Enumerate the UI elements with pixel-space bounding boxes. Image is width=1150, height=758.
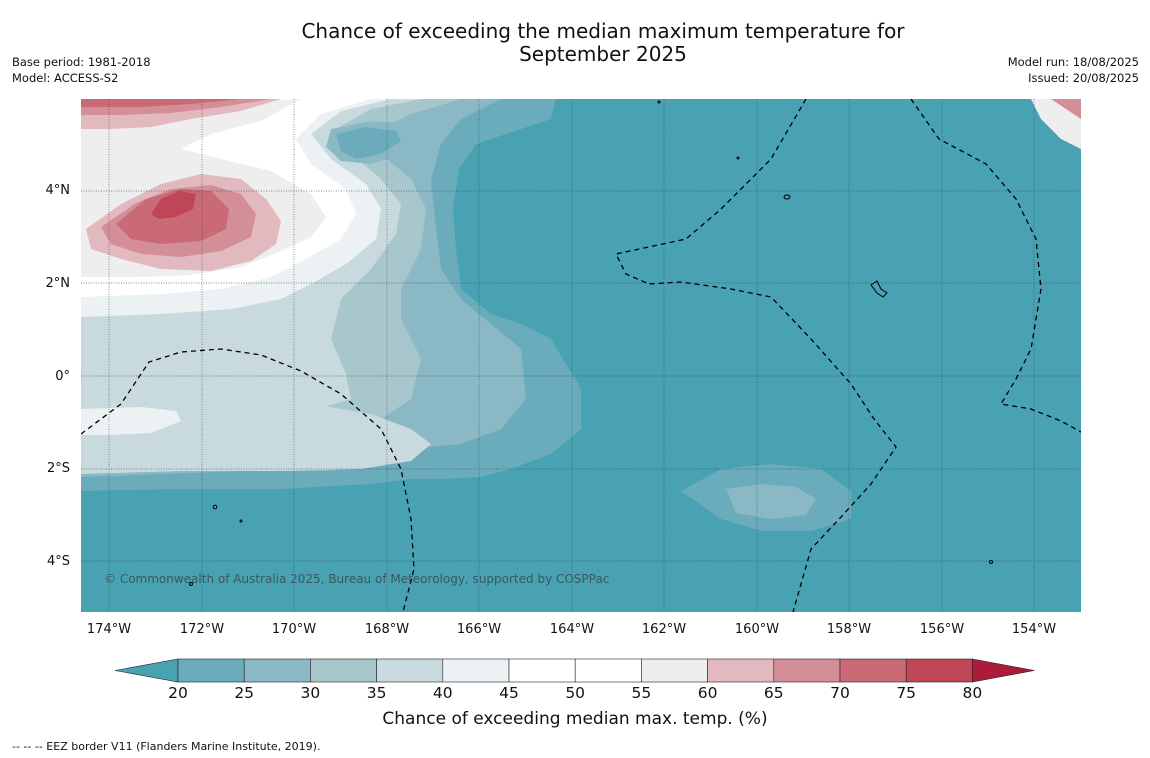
colorbar-tick-75: 75 bbox=[896, 684, 917, 702]
base-period: Base period: 1981-2018 bbox=[12, 55, 151, 69]
lon-label-158w: 158°W bbox=[826, 622, 872, 637]
lon-label-154w: 154°W bbox=[1011, 622, 1057, 637]
colorbar-segment-65_70 bbox=[773, 658, 841, 683]
lon-label-164w: 164°W bbox=[549, 622, 595, 637]
copyright-notice: © Commonwealth of Australia 2025, Bureau… bbox=[104, 572, 610, 586]
colorbar-segment-20_25 bbox=[177, 658, 245, 683]
colorbar-segment-70_75 bbox=[839, 658, 907, 683]
map-svg bbox=[81, 99, 1081, 612]
colorbar-segment-40_45 bbox=[442, 658, 510, 683]
colorbar-label: Chance of exceeding median max. temp. (%… bbox=[382, 709, 768, 729]
colorbar-tick-70: 70 bbox=[830, 684, 850, 702]
lat-label-0: 0° bbox=[55, 369, 70, 384]
lat-label-2n: 2°N bbox=[45, 276, 71, 291]
colorbar bbox=[114, 658, 1035, 683]
lon-label-170w: 170°W bbox=[271, 622, 317, 637]
lat-label-4s: 4°S bbox=[46, 554, 70, 569]
colorbar-tick-20: 20 bbox=[168, 684, 188, 702]
colorbar-extend-low bbox=[114, 658, 179, 683]
lon-label-160w: 160°W bbox=[734, 622, 780, 637]
colorbar-tick-60: 60 bbox=[697, 684, 718, 702]
colorbar-extend-high bbox=[972, 658, 1035, 683]
issued-date: Issued: 20/08/2025 bbox=[1028, 71, 1139, 85]
colorbar-segment-75_80 bbox=[905, 658, 973, 683]
colorbar-segment-35_40 bbox=[376, 658, 444, 683]
colorbar-tick-30: 30 bbox=[300, 684, 321, 702]
colorbar-segment-50_55 bbox=[574, 658, 642, 683]
colorbar-segment-45_50 bbox=[508, 658, 576, 683]
colorbar-tick-40: 40 bbox=[432, 684, 453, 702]
colorbar-segment-30_35 bbox=[310, 658, 377, 683]
islands bbox=[189, 100, 993, 586]
model-run: Model run: 18/08/2025 bbox=[1007, 55, 1139, 69]
colorbar-tick-45: 45 bbox=[499, 684, 519, 702]
colorbar-tick-25: 25 bbox=[234, 684, 255, 702]
gridlines bbox=[81, 99, 1081, 612]
title-line-2: September 2025 bbox=[519, 42, 687, 66]
colorbar-segment-25_30 bbox=[243, 658, 311, 683]
title-line-1: Chance of exceeding the median maximum t… bbox=[301, 19, 905, 43]
colorbar-tick-35: 35 bbox=[366, 684, 387, 702]
lon-label-174w: 174°W bbox=[86, 622, 132, 637]
meta-right: Model run: 18/08/2025 Issued: 20/08/2025 bbox=[1008, 54, 1139, 86]
colorbar-tick-55: 55 bbox=[631, 684, 652, 702]
model-name: Model: ACCESS-S2 bbox=[12, 71, 119, 85]
lon-label-162w: 162°W bbox=[641, 622, 687, 637]
map-panel[interactable] bbox=[81, 99, 1081, 612]
lat-label-2s: 2°S bbox=[46, 461, 70, 476]
colorbar-tick-50: 50 bbox=[565, 684, 586, 702]
colorbar-segment-60_65 bbox=[707, 658, 775, 683]
colorbar-tick-80: 80 bbox=[962, 684, 983, 702]
lon-label-172w: 172°W bbox=[179, 622, 225, 637]
meta-left: Base period: 1981-2018 Model: ACCESS-S2 bbox=[12, 54, 151, 86]
lat-label-4n: 4°N bbox=[45, 183, 71, 198]
eez-legend-note: -- -- -- EEZ border V11 (Flanders Marine… bbox=[12, 740, 321, 753]
lon-label-156w: 156°W bbox=[919, 622, 965, 637]
lon-label-166w: 166°W bbox=[456, 622, 502, 637]
map-title: Chance of exceeding the median maximum t… bbox=[0, 20, 1150, 66]
lon-label-168w: 168°W bbox=[364, 622, 410, 637]
colorbar-tick-65: 65 bbox=[763, 684, 784, 702]
contour-fields bbox=[81, 99, 1081, 531]
colorbar-segment-55_60 bbox=[641, 658, 708, 683]
eez-borders bbox=[81, 99, 1081, 612]
